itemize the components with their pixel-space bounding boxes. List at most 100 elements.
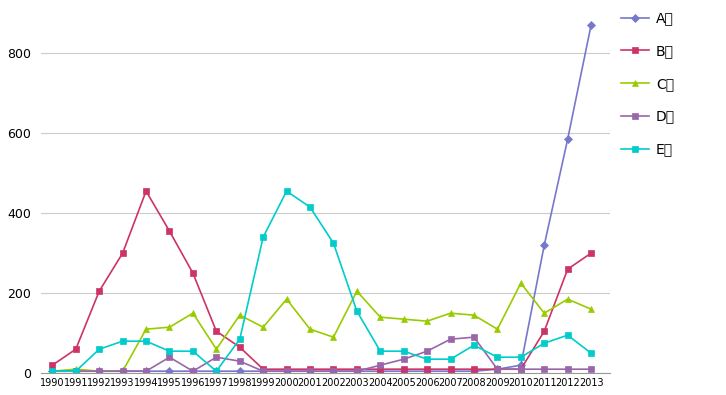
Legend: A社, B社, C社, D社, E社: A社, B社, C社, D社, E社: [616, 6, 680, 162]
C社: [470, 313, 478, 318]
A社: [118, 369, 127, 374]
B社: [212, 329, 221, 333]
D社: [118, 369, 127, 374]
E社: [282, 189, 291, 194]
C社: [306, 327, 314, 331]
C社: [540, 311, 549, 316]
B社: [329, 367, 338, 372]
B社: [118, 251, 127, 256]
C社: [189, 311, 197, 316]
E社: [95, 347, 104, 352]
C社: [142, 327, 150, 331]
E社: [329, 241, 338, 246]
C社: [587, 307, 595, 312]
C社: [71, 367, 80, 372]
B社: [563, 267, 572, 271]
D社: [516, 367, 525, 372]
B社: [516, 367, 525, 372]
C社: [563, 297, 572, 301]
D社: [71, 369, 80, 374]
D社: [493, 367, 502, 372]
B社: [399, 367, 408, 372]
E社: [142, 339, 150, 344]
E社: [118, 339, 127, 344]
C社: [282, 297, 291, 301]
A社: [516, 363, 525, 368]
E社: [306, 205, 314, 209]
E社: [399, 349, 408, 354]
D社: [142, 369, 150, 374]
A社: [165, 369, 174, 374]
E社: [587, 351, 595, 356]
E社: [259, 235, 268, 239]
E社: [563, 333, 572, 338]
A社: [399, 369, 408, 374]
D社: [446, 337, 455, 342]
C社: [423, 319, 431, 324]
D社: [587, 367, 595, 372]
B社: [142, 189, 150, 194]
A社: [446, 369, 455, 374]
D社: [48, 369, 57, 374]
D社: [95, 369, 104, 374]
D社: [235, 359, 244, 363]
B社: [259, 367, 268, 372]
E社: [353, 309, 362, 314]
B社: [189, 271, 197, 276]
C社: [212, 347, 221, 352]
B社: [165, 229, 174, 233]
E社: [48, 369, 57, 374]
A社: [282, 369, 291, 374]
B社: [282, 367, 291, 372]
E社: [516, 355, 525, 359]
A社: [95, 369, 104, 374]
E社: [493, 355, 502, 359]
E社: [165, 349, 174, 354]
B社: [95, 289, 104, 293]
Line: B社: B社: [49, 188, 594, 372]
B社: [423, 367, 431, 372]
D社: [189, 369, 197, 374]
C社: [376, 315, 385, 320]
D社: [259, 369, 268, 374]
A社: [376, 369, 385, 374]
E社: [540, 341, 549, 346]
D社: [165, 355, 174, 359]
B社: [376, 367, 385, 372]
C社: [235, 313, 244, 318]
B社: [306, 367, 314, 372]
D社: [563, 367, 572, 372]
B社: [235, 345, 244, 350]
C社: [493, 327, 502, 331]
B社: [587, 251, 595, 256]
C社: [353, 289, 362, 293]
E社: [470, 343, 478, 348]
A社: [329, 369, 338, 374]
Line: D社: D社: [49, 335, 594, 374]
E社: [423, 357, 431, 361]
C社: [516, 281, 525, 286]
A社: [71, 369, 80, 374]
D社: [376, 363, 385, 368]
A社: [470, 369, 478, 374]
B社: [48, 363, 57, 368]
C社: [446, 311, 455, 316]
B社: [470, 367, 478, 372]
D社: [353, 369, 362, 374]
C社: [259, 325, 268, 329]
E社: [376, 349, 385, 354]
A社: [259, 369, 268, 374]
A社: [212, 369, 221, 374]
B社: [446, 367, 455, 372]
A社: [48, 369, 57, 374]
A社: [353, 369, 362, 374]
B社: [353, 367, 362, 372]
A社: [423, 369, 431, 374]
D社: [470, 335, 478, 340]
D社: [282, 369, 291, 374]
C社: [48, 369, 57, 374]
D社: [306, 369, 314, 374]
A社: [235, 369, 244, 374]
C社: [118, 369, 127, 374]
D社: [329, 369, 338, 374]
